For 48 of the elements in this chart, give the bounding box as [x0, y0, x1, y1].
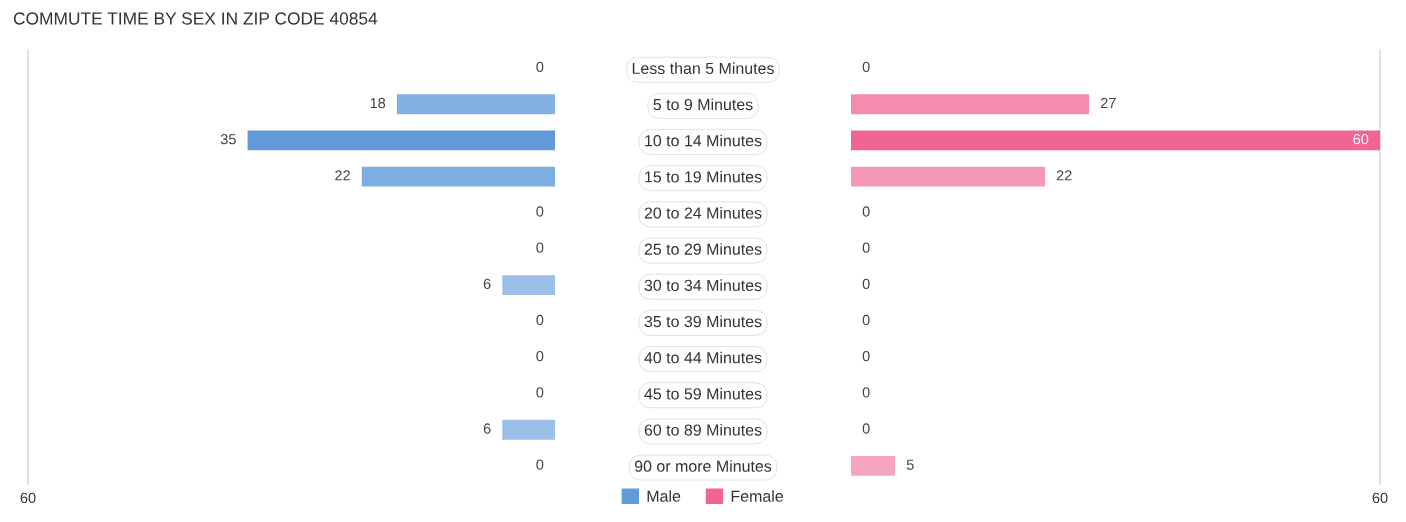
data-label: 22 [1056, 170, 1072, 181]
legend-label: Male [647, 490, 681, 502]
data-label: 0 [536, 387, 544, 398]
data-label: 0 [862, 61, 870, 72]
data-label: 0 [536, 206, 544, 217]
data-label: 35 [220, 134, 236, 145]
y-tick-label: 10 to 14 Minutes [645, 134, 762, 147]
data-label: 0 [536, 242, 544, 253]
bar [247, 130, 555, 151]
bar [851, 166, 1045, 187]
bar [851, 94, 1090, 115]
data-label: 5 [906, 459, 914, 470]
data-label: 0 [862, 351, 870, 362]
bar [851, 455, 896, 476]
y-tick-label: 5 to 9 Minutes [653, 98, 753, 111]
y-tick-label: Less than 5 Minutes [632, 62, 774, 75]
y-tick-label: 45 to 59 Minutes [644, 387, 762, 400]
bar [396, 94, 555, 115]
y-tick-label: 60 to 89 Minutes [644, 423, 762, 436]
y-tick-label: 15 to 19 Minutes [645, 170, 762, 183]
y-tick-label: 25 to 29 Minutes [644, 243, 762, 255]
data-label: 6 [483, 278, 491, 289]
bar [502, 275, 555, 296]
data-label: 0 [536, 314, 544, 326]
bar [502, 419, 555, 440]
data-label: 0 [862, 242, 870, 253]
data-label: 22 [335, 170, 350, 181]
data-label: 0 [536, 351, 544, 362]
data-label: 18 [370, 97, 386, 109]
chart-title: COMMUTE TIME BY SEX IN ZIP CODE 40854 [13, 12, 378, 25]
data-label: 0 [862, 206, 870, 217]
y-tick-label: 90 or more Minutes [634, 460, 772, 472]
data-label: 0 [862, 423, 870, 434]
data-label: 0 [862, 278, 870, 289]
y-tick-label: 40 to 44 Minutes [644, 351, 762, 364]
legend-label: Female [731, 490, 783, 502]
y-tick-label: 30 to 34 Minutes [644, 279, 762, 292]
y-tick-label: 35 to 39 Minutes [644, 315, 762, 328]
bar [851, 130, 1380, 151]
bar [361, 166, 555, 187]
y-tick-label: 20 to 24 Minutes [644, 206, 762, 219]
data-label: 0 [536, 61, 544, 72]
data-label: 0 [862, 314, 870, 326]
data-label: 60 [1353, 134, 1369, 145]
data-label: 27 [1100, 97, 1116, 109]
data-label: 0 [862, 387, 870, 398]
data-label: 6 [483, 423, 491, 434]
data-label: 0 [536, 459, 544, 470]
